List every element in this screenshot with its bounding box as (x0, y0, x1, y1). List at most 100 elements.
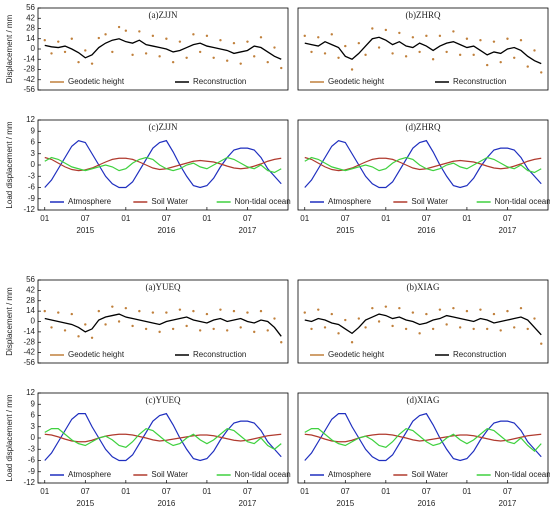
y-tick-label: -9 (28, 194, 36, 203)
scatter-point (192, 309, 195, 313)
scatter-point (165, 37, 168, 40)
scatter-point (465, 37, 469, 40)
x-tick-label: 07 (341, 214, 350, 223)
y-tick-label: 3 (31, 149, 36, 158)
scatter-point (266, 329, 269, 332)
scatter-point (246, 311, 249, 314)
series-line (304, 36, 542, 65)
scatter-point (344, 318, 347, 322)
scatter-point (185, 324, 188, 328)
y-tick-label: 28 (26, 24, 35, 33)
scatter-point (144, 52, 148, 55)
legend-label: Non-tidal ocean (495, 197, 550, 206)
y-tick-label: 0 (31, 160, 36, 169)
scatter-point (310, 50, 313, 54)
scatter-point (526, 65, 529, 68)
scatter-point (310, 327, 313, 331)
x-tick-label: 01 (300, 214, 309, 223)
scatter-point (431, 327, 435, 331)
y-tick-label: -12 (23, 478, 35, 487)
scatter-point (124, 306, 128, 310)
panel-title: (a)ZJJN (149, 10, 178, 20)
scatter-point (70, 37, 73, 40)
scatter-point (458, 326, 462, 329)
y-tick-label: -56 (23, 358, 35, 367)
legend-label: Atmosphere (328, 470, 372, 479)
scatter-point (205, 34, 209, 38)
scatter-point (70, 312, 73, 316)
scatter-point (418, 332, 421, 335)
y-tick-label: 42 (26, 13, 35, 22)
scatter-point (198, 329, 202, 332)
y-tick-label: 9 (31, 399, 36, 408)
scatter-point (259, 309, 263, 313)
x-tick-label: 07 (341, 487, 350, 496)
scatter-point (364, 53, 367, 57)
scatter-point (445, 50, 448, 54)
legend-label: Geodetic height (68, 350, 125, 359)
series-line (304, 433, 542, 443)
y-tick-label: -3 (28, 444, 36, 453)
x-tick-label: 07 (81, 487, 90, 496)
scatter-point (431, 58, 435, 61)
scatter-point (266, 60, 269, 64)
year-label: 2017 (239, 226, 257, 235)
legend-label: Atmosphere (68, 470, 112, 479)
legend-label: Soil Water (151, 197, 188, 206)
legend-label: Geodetic height (68, 77, 125, 86)
scatter-point (452, 306, 455, 310)
scatter-point (411, 311, 415, 314)
scatter-point (317, 308, 320, 311)
scatter-point (171, 60, 175, 64)
scatter-point (77, 335, 80, 338)
x-tick-label: 01 (462, 214, 471, 223)
scatter-point (280, 341, 283, 344)
y-tick-label: 28 (26, 296, 35, 305)
scatter-point (499, 60, 502, 64)
scatter-point (225, 329, 229, 332)
plot-frame (297, 119, 549, 211)
scatter-point (232, 309, 236, 313)
scatter-point (303, 34, 306, 38)
scatter-point (144, 327, 148, 331)
scatter-point (138, 309, 141, 313)
year-label: 2017 (499, 499, 517, 508)
y-tick-label: -12 (23, 205, 35, 214)
scatter-point (131, 324, 134, 328)
y-axis-label: Load displacement / mm (5, 121, 14, 208)
scatter-point (253, 330, 256, 334)
x-tick-label: 01 (381, 487, 390, 496)
series-line (44, 38, 282, 60)
x-tick-label: 01 (40, 487, 49, 496)
scatter-point (273, 46, 276, 49)
scatter-point (151, 34, 155, 38)
series-line (44, 427, 282, 450)
series-line (44, 139, 282, 189)
y-tick-label: -14 (23, 54, 35, 63)
y-tick-label: -6 (28, 183, 36, 192)
scatter-point (239, 62, 242, 65)
scatter-point (117, 320, 121, 323)
scatter-point (452, 30, 455, 33)
year-label: 2015 (336, 226, 354, 235)
x-tick-label: 07 (422, 487, 431, 496)
scatter-point (43, 39, 46, 42)
scatter-point (384, 305, 388, 308)
y-tick-label: 56 (26, 275, 35, 284)
x-tick-label: 01 (462, 487, 471, 496)
scatter-point (178, 40, 182, 43)
x-tick-label: 01 (202, 487, 211, 496)
scatter-point (411, 36, 415, 39)
panel-title: (d)XIAG (407, 395, 440, 405)
scatter-point (330, 312, 333, 316)
legend-label: Reconstruction (193, 350, 246, 359)
year-label: 2016 (417, 499, 435, 508)
scatter-point (445, 323, 448, 326)
scatter-point (472, 327, 475, 331)
scatter-point (337, 332, 340, 335)
scatter-point (178, 308, 182, 311)
series-line (304, 313, 542, 336)
series-line (304, 156, 542, 174)
scatter-point (371, 306, 374, 310)
